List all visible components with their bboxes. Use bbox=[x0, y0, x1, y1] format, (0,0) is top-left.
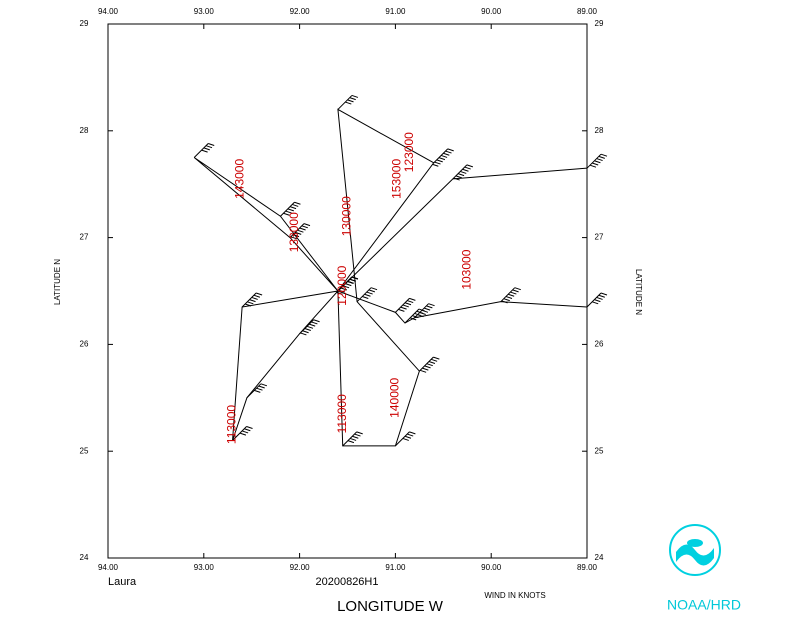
wind-barb bbox=[432, 148, 454, 167]
wind-barb bbox=[414, 303, 435, 319]
noaa-logo bbox=[669, 524, 721, 576]
wind-barb bbox=[232, 426, 253, 441]
wind-units: WIND IN KNOTS bbox=[484, 591, 545, 600]
time-label: 120000 bbox=[335, 265, 349, 305]
source-label: NOAA/HRD bbox=[667, 597, 741, 613]
wind-barb bbox=[395, 297, 416, 313]
time-label: 143000 bbox=[232, 159, 246, 199]
x-tick-label: 92.00 bbox=[290, 563, 311, 572]
wind-barb bbox=[586, 153, 608, 169]
x-tick-label: 89.00 bbox=[577, 7, 598, 16]
y-axis-title-right: LATITUDE N bbox=[634, 269, 643, 315]
wind-barb bbox=[342, 431, 363, 447]
wind-barb bbox=[395, 431, 416, 447]
time-label: 153000 bbox=[389, 159, 403, 199]
y-tick-label: 28 bbox=[80, 126, 89, 135]
y-tick-label: 24 bbox=[595, 553, 604, 562]
wind-barb bbox=[299, 319, 320, 336]
y-tick-label: 25 bbox=[595, 446, 604, 455]
x-tick-label: 93.00 bbox=[194, 7, 215, 16]
wind-barb bbox=[356, 287, 378, 303]
x-tick-label: 93.00 bbox=[194, 563, 215, 572]
time-label: 123000 bbox=[402, 132, 416, 172]
y-tick-label: 27 bbox=[595, 233, 604, 242]
wind-barb bbox=[241, 292, 263, 308]
flight-track bbox=[193, 108, 588, 447]
time-label: 113000 bbox=[225, 405, 239, 444]
y-tick-label: 26 bbox=[595, 340, 604, 349]
x-tick-label: 94.00 bbox=[98, 7, 119, 16]
wind-barb bbox=[337, 94, 359, 110]
time-label: 140000 bbox=[388, 377, 402, 417]
y-tick-label: 24 bbox=[80, 553, 89, 562]
y-tick-label: 29 bbox=[595, 19, 604, 28]
plot-frame bbox=[107, 23, 588, 559]
time-label: 103000 bbox=[459, 249, 473, 289]
wind-barb bbox=[193, 143, 215, 158]
wind-barb bbox=[500, 287, 521, 304]
y-tick-label: 26 bbox=[80, 340, 89, 349]
x-tick-label: 92.00 bbox=[290, 7, 311, 16]
x-tick-label: 94.00 bbox=[98, 563, 119, 572]
wind-barb bbox=[452, 164, 474, 181]
time-label: 113000 bbox=[335, 394, 349, 433]
wind-barb bbox=[337, 276, 359, 292]
y-tick-label: 25 bbox=[80, 446, 89, 455]
y-tick-label: 29 bbox=[80, 19, 89, 28]
wind-barb bbox=[280, 201, 301, 217]
time-label: 133000 bbox=[287, 212, 301, 252]
y-tick-label: 28 bbox=[595, 126, 604, 135]
wind-barb bbox=[246, 383, 268, 399]
x-tick-label: 90.00 bbox=[481, 7, 502, 16]
y-axis-title: LATITUDE N bbox=[53, 259, 62, 305]
storm-name: Laura bbox=[108, 576, 137, 588]
x-tick-label: 91.00 bbox=[385, 7, 406, 16]
wind-barb bbox=[289, 223, 311, 240]
mission-id: 20200826H1 bbox=[315, 576, 378, 588]
x-tick-label: 89.00 bbox=[577, 563, 598, 572]
time-label: 130000 bbox=[340, 196, 354, 236]
wind-barb bbox=[586, 292, 608, 308]
x-tick-label: 90.00 bbox=[481, 563, 502, 572]
x-axis-title: LONGITUDE W bbox=[337, 598, 444, 615]
wind-barb bbox=[418, 356, 440, 373]
y-tick-label: 27 bbox=[80, 233, 89, 242]
x-tick-label: 91.00 bbox=[385, 563, 406, 572]
